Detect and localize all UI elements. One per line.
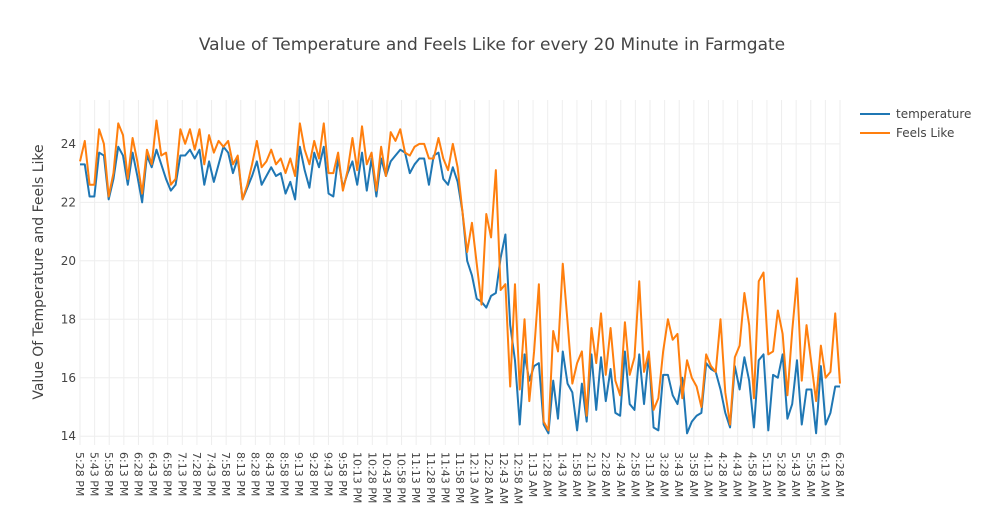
x-tick-label: 11:13 PM	[409, 452, 422, 503]
x-tick-label: 4:43 AM	[731, 452, 744, 497]
y-tick-label: 14	[61, 429, 76, 443]
x-tick-label: 12:43 AM	[497, 452, 510, 504]
x-tick-label: 5:43 PM	[88, 452, 101, 496]
x-tick-label: 9:58 PM	[336, 452, 349, 496]
x-tick-label: 3:28 AM	[658, 452, 671, 497]
x-tick-label: 4:58 AM	[745, 452, 758, 497]
x-tick-label: 7:58 PM	[219, 452, 232, 496]
x-tick-label: 5:43 AM	[789, 452, 802, 497]
legend-item[interactable]: Feels Like	[860, 126, 954, 140]
x-tick-label: 7:43 PM	[205, 452, 218, 496]
legend-label: Feels Like	[896, 126, 954, 140]
x-tick-label: 2:28 AM	[599, 452, 612, 497]
x-tick-label: 1:13 AM	[526, 452, 539, 497]
x-tick-label: 8:43 PM	[263, 452, 276, 496]
x-tick-label: 1:43 AM	[555, 452, 568, 497]
x-tick-label: 10:58 PM	[395, 452, 408, 503]
x-tick-label: 12:13 AM	[468, 452, 481, 504]
x-tick-label: 12:28 AM	[482, 452, 495, 504]
x-tick-label: 2:43 AM	[614, 452, 627, 497]
x-tick-label: 12:58 AM	[511, 452, 524, 504]
x-tick-label: 6:13 PM	[117, 452, 130, 496]
legend[interactable]: temperature Feels Like	[860, 107, 971, 140]
y-tick-label: 24	[61, 137, 76, 151]
x-tick-label: 11:43 PM	[438, 452, 451, 503]
x-tick-label: 6:28 PM	[131, 452, 144, 496]
x-tick-label: 5:28 AM	[775, 452, 788, 497]
x-tick-label: 2:58 AM	[628, 452, 641, 497]
y-tick-labels: 14 16 18 20 22 24	[61, 137, 76, 443]
y-tick-label: 16	[61, 371, 76, 385]
x-tick-label: 5:58 PM	[102, 452, 115, 496]
x-tick-label: 6:58 PM	[161, 452, 174, 496]
series-line-feels-like[interactable]	[79, 119, 841, 432]
x-tick-label: 6:28 AM	[833, 452, 846, 497]
x-tick-label: 9:28 PM	[307, 452, 320, 496]
x-tick-label: 5:58 AM	[804, 452, 817, 497]
x-tick-label: 10:13 PM	[351, 452, 364, 503]
x-tick-label: 3:58 AM	[687, 452, 700, 497]
x-tick-label: 5:13 AM	[760, 452, 773, 497]
x-tick-label: 6:13 AM	[818, 452, 831, 497]
legend-label: temperature	[896, 107, 971, 121]
y-tick-label: 18	[61, 312, 76, 326]
chart-title: Value of Temperature and Feels Like for …	[199, 35, 785, 55]
x-tick-label: 10:28 PM	[365, 452, 378, 503]
x-tick-label: 9:43 PM	[321, 452, 334, 496]
x-tick-label: 4:28 AM	[716, 452, 729, 497]
x-tick-label: 6:43 PM	[146, 452, 159, 496]
x-tick-label: 3:13 AM	[643, 452, 656, 497]
x-tick-label: 11:28 PM	[424, 452, 437, 503]
x-tick-label: 10:43 PM	[380, 452, 393, 503]
x-tick-label: 7:13 PM	[175, 452, 188, 496]
x-tick-label: 1:58 AM	[570, 452, 583, 497]
y-axis-label: Value Of Temperature and Feels Like	[31, 144, 47, 399]
x-tick-label: 11:58 PM	[453, 452, 466, 503]
x-tick-label: 8:13 PM	[234, 452, 247, 496]
y-tick-label: 22	[61, 195, 76, 209]
x-tick-label: 7:28 PM	[190, 452, 203, 496]
x-tick-label: 5:28 PM	[73, 452, 86, 496]
y-tick-label: 20	[61, 254, 76, 268]
x-tick-label: 3:43 AM	[672, 452, 685, 497]
x-tick-label: 8:58 PM	[278, 452, 291, 496]
x-tick-labels: 5:28 PM 5:43 PM 5:58 PM 6:13 PM 6:28 PM 6:43 …	[73, 452, 846, 504]
legend-item[interactable]: temperature	[860, 107, 971, 121]
series-layer	[79, 119, 841, 435]
x-tick-label: 1:28 AM	[541, 452, 554, 497]
x-tick-label: 8:28 PM	[248, 452, 261, 496]
x-tick-label: 9:13 PM	[292, 452, 305, 496]
x-tick-label: 2:13 AM	[585, 452, 598, 497]
x-tick-label: 4:13 AM	[701, 452, 714, 497]
